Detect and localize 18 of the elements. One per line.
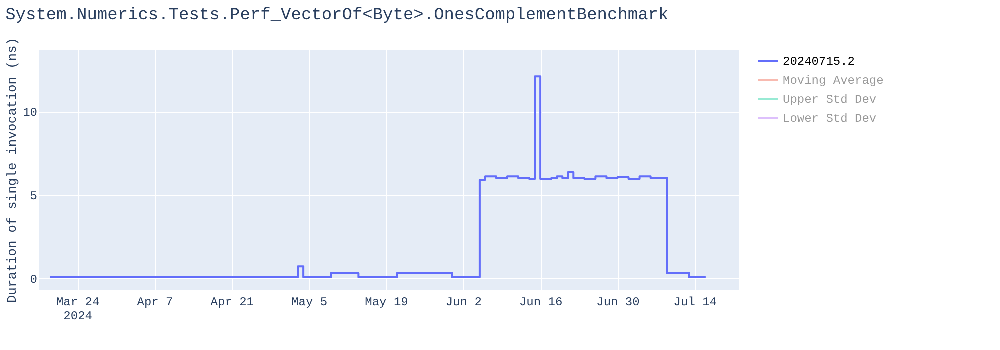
y-axis-title: Duration of single invocation (ns)	[5, 38, 20, 304]
x-tick-label: Mar 24 2024	[56, 296, 100, 324]
x-tick-label: Apr 7	[137, 296, 174, 310]
legend-label: Lower Std Dev	[783, 112, 877, 126]
x-tick-label: May 5	[292, 296, 328, 310]
x-tick-label: Jun 2	[446, 296, 482, 310]
chart-title: System.Numerics.Tests.Perf_VectorOf<Byte>.OnesComplementBenchmark	[6, 6, 669, 26]
legend-label: 20240715.2	[783, 55, 856, 69]
x-tick-label: Apr 21	[210, 296, 254, 310]
legend-label: Moving Average	[783, 74, 884, 88]
x-tick-label: May 19	[365, 296, 408, 310]
legend-label: Upper Std Dev	[783, 93, 877, 107]
x-tick-label: Jun 30	[596, 296, 640, 310]
y-tick-label: 0	[30, 272, 38, 287]
y-tick-label: 5	[30, 190, 38, 204]
x-tick-label: Jun 16	[519, 296, 563, 310]
y-tick-label: 10	[23, 106, 38, 120]
x-tick-label: Jul 14	[674, 296, 718, 310]
